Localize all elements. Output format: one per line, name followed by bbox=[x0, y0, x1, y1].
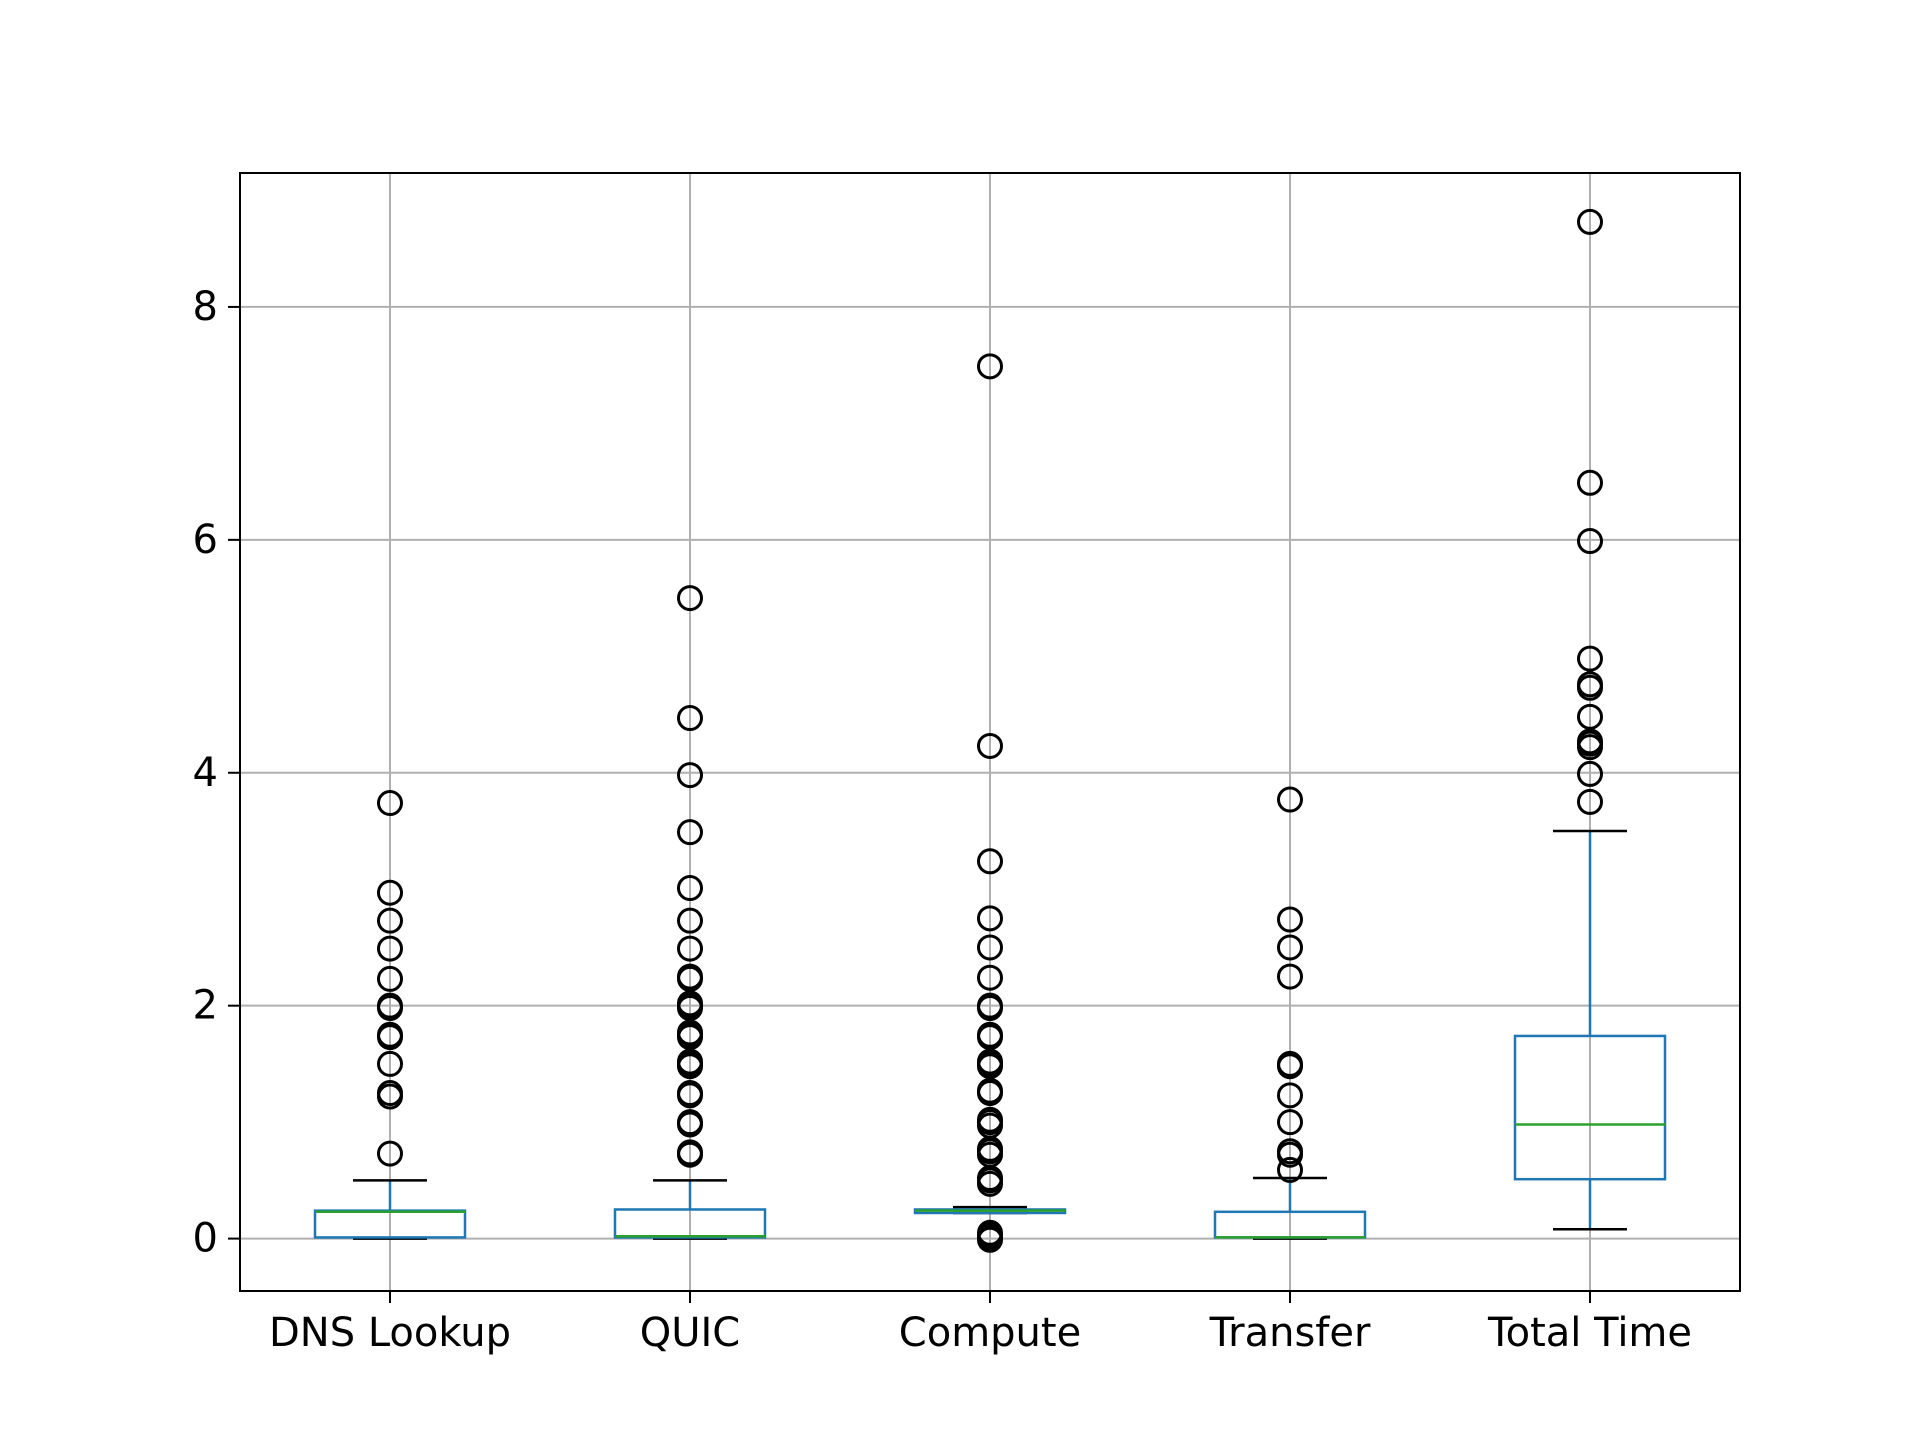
outlier-point bbox=[977, 1021, 1003, 1048]
x-tick-label: Transfer bbox=[1209, 1310, 1371, 1356]
outlier-point bbox=[1277, 906, 1303, 933]
outlier-point bbox=[1577, 208, 1603, 235]
iqr-box bbox=[1513, 1034, 1667, 1181]
x-tick-label: DNS Lookup bbox=[269, 1310, 511, 1356]
outlier-point bbox=[1277, 1050, 1303, 1077]
x-tick-label: Total Time bbox=[1487, 1310, 1692, 1356]
outlier-point bbox=[377, 1050, 403, 1077]
outlier-point bbox=[677, 935, 703, 962]
outlier-point bbox=[677, 963, 703, 990]
boxes bbox=[313, 208, 1667, 1253]
outlier-point bbox=[377, 992, 403, 1019]
outlier-point bbox=[677, 1080, 703, 1107]
box-group bbox=[613, 585, 767, 1240]
outlier-point bbox=[1277, 963, 1303, 990]
outlier-point bbox=[1577, 528, 1603, 555]
outlier-point bbox=[1277, 934, 1303, 961]
y-tick-label: 6 bbox=[193, 517, 218, 563]
box-group bbox=[313, 790, 467, 1240]
x-tick-label: Compute bbox=[899, 1310, 1081, 1356]
outlier-point bbox=[677, 705, 703, 732]
outlier-point bbox=[377, 1080, 403, 1107]
outlier-point bbox=[977, 732, 1003, 759]
y-tick-label: 0 bbox=[193, 1216, 218, 1262]
y-tick-label: 8 bbox=[193, 284, 218, 330]
outlier-point bbox=[377, 907, 403, 934]
outlier-point bbox=[377, 965, 403, 992]
outlier-point bbox=[377, 879, 403, 906]
x-tick-label: QUIC bbox=[640, 1310, 741, 1356]
outlier-point bbox=[677, 907, 703, 934]
box-group bbox=[913, 353, 1067, 1253]
outlier-point bbox=[977, 353, 1003, 380]
outlier-point bbox=[1577, 469, 1603, 496]
outlier-point bbox=[377, 1021, 403, 1048]
outlier-point bbox=[1277, 786, 1303, 813]
y-tick-label: 4 bbox=[193, 750, 218, 796]
y-tick-label: 2 bbox=[193, 983, 218, 1029]
outlier-point bbox=[1277, 1138, 1303, 1165]
axes: 0 2 4 6 8 DNS Lookup QUIC Compute Transfer Total … bbox=[193, 284, 1692, 1356]
outlier-point bbox=[377, 935, 403, 962]
outlier-point bbox=[677, 585, 703, 612]
outlier-point bbox=[377, 790, 403, 817]
outlier-point bbox=[977, 905, 1003, 932]
outlier-point bbox=[677, 875, 703, 902]
outlier-point bbox=[677, 762, 703, 789]
outlier-point bbox=[977, 1219, 1003, 1246]
outlier-point bbox=[977, 848, 1003, 875]
outlier-point bbox=[977, 992, 1003, 1019]
box-group bbox=[1513, 208, 1667, 1231]
outlier-point bbox=[977, 964, 1003, 991]
outlier-point bbox=[377, 1140, 403, 1167]
outlier-point bbox=[977, 1106, 1003, 1133]
grid-lines bbox=[240, 173, 1740, 1291]
outlier-point bbox=[1277, 1109, 1303, 1136]
outlier-point bbox=[1577, 760, 1603, 787]
outlier-point bbox=[977, 934, 1003, 961]
outlier-point bbox=[1277, 1082, 1303, 1109]
box-group bbox=[1213, 786, 1367, 1240]
outlier-point bbox=[1577, 645, 1603, 672]
outlier-point bbox=[1277, 1156, 1303, 1183]
outlier-point bbox=[1577, 671, 1603, 698]
outlier-point bbox=[1577, 788, 1603, 815]
outlier-point bbox=[677, 1139, 703, 1166]
outlier-point bbox=[677, 1109, 703, 1136]
outlier-point bbox=[677, 819, 703, 846]
outlier-point bbox=[1577, 703, 1603, 730]
